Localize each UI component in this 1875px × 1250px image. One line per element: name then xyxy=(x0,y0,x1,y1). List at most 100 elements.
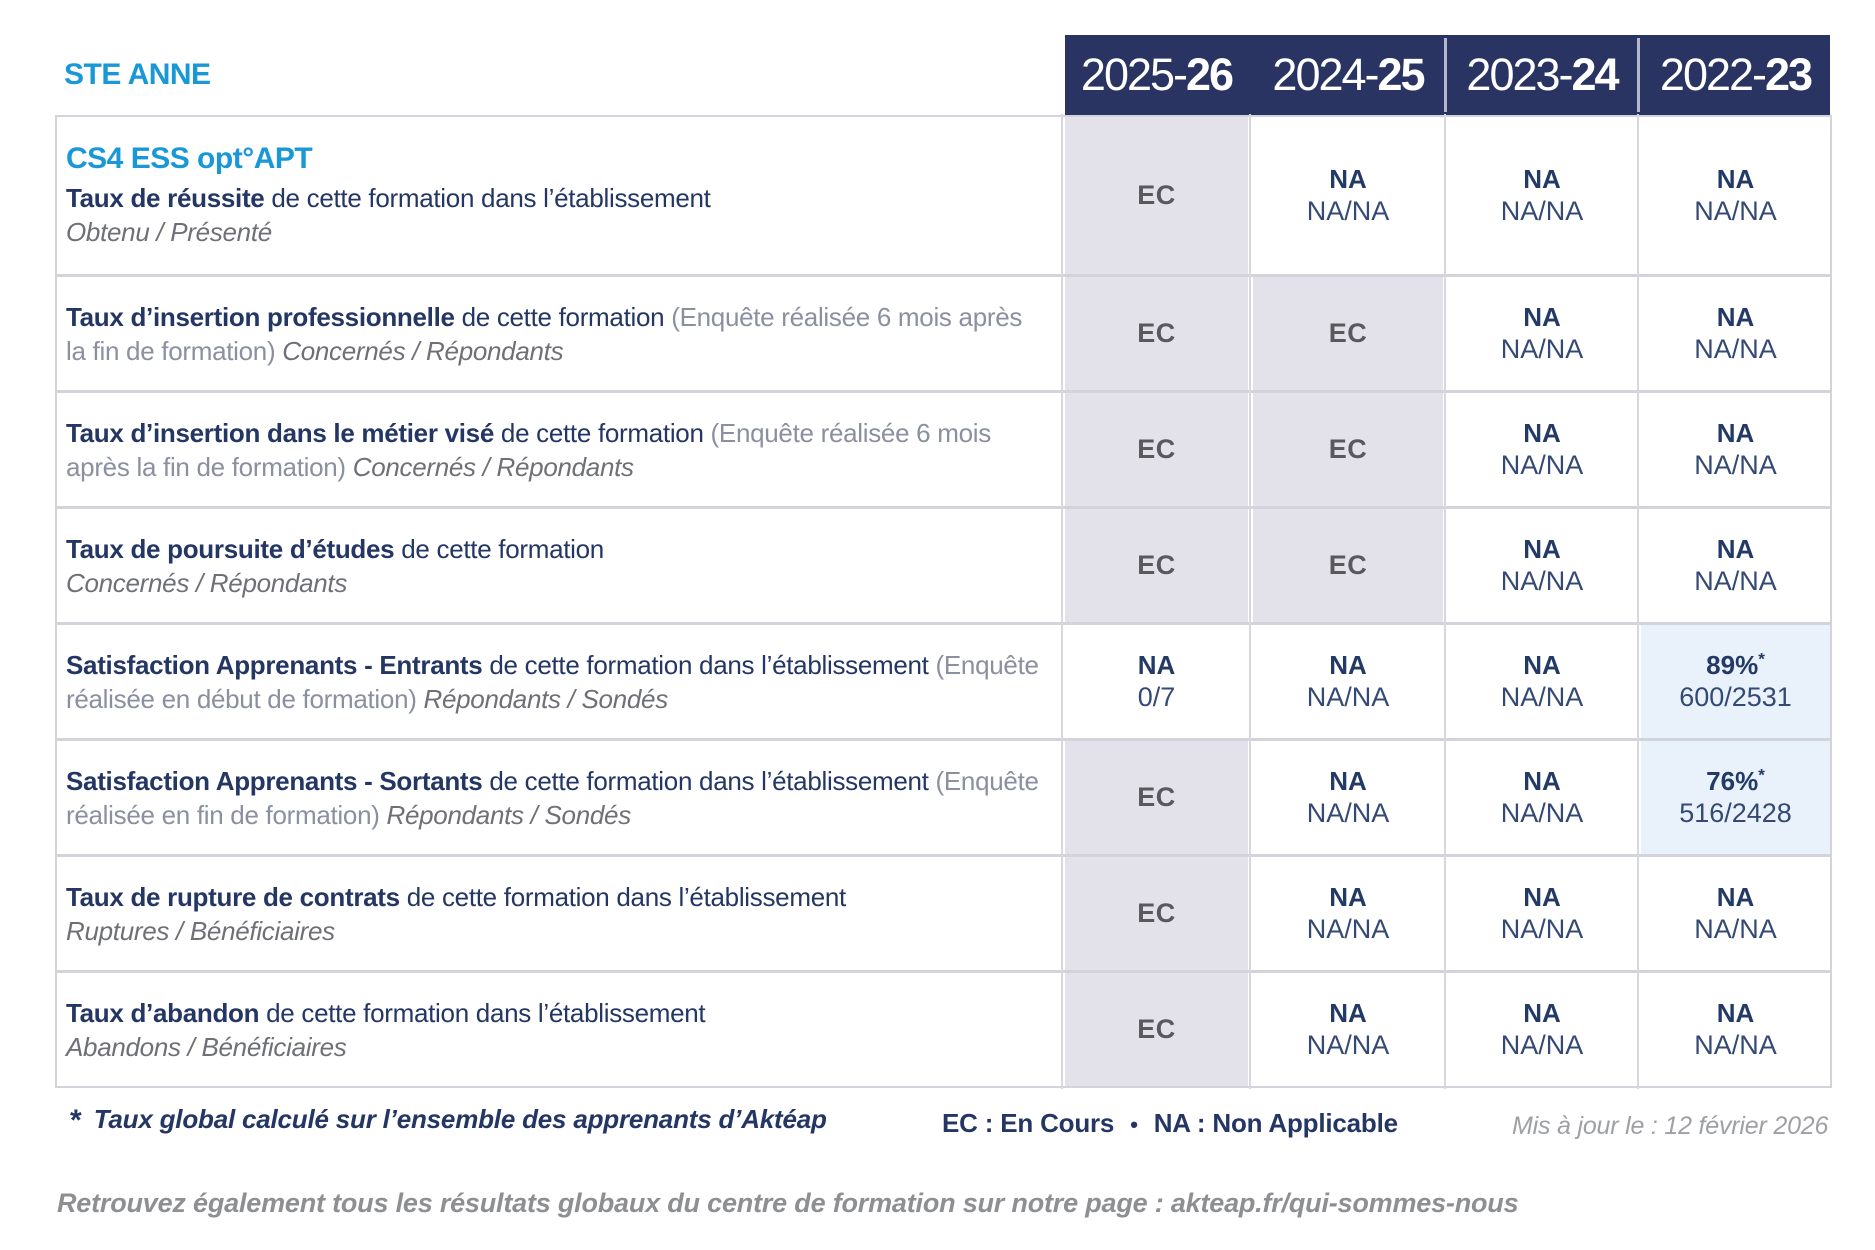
cell-ratio: 516/2428 xyxy=(1679,798,1792,828)
row-ratio-label: Ruptures / Bénéficiaires xyxy=(66,915,335,946)
cell-ratio: NA/NA xyxy=(1500,334,1584,364)
cell-ratio: 600/2531 xyxy=(1679,682,1792,712)
table-cell: NA NA/NA xyxy=(1444,506,1636,625)
table-cell: NA 0/7 xyxy=(1061,622,1248,741)
percentage-value: 89% xyxy=(1706,650,1759,680)
asterisk: * xyxy=(1758,765,1765,785)
cell-value: NA xyxy=(1523,998,1561,1028)
row-description: Taux d’insertion dans le métier visé de … xyxy=(66,416,1046,484)
indicators-table: CS4 ESS opt°APT Taux de réussite de cett… xyxy=(55,114,1832,1089)
row-note: (Enquête réalisée 6 mois après la fin de… xyxy=(66,301,1023,366)
cell-value: NA xyxy=(1329,998,1367,1028)
abbreviation-legend: EC : En Cours • NA : Non Applicable xyxy=(942,1108,1398,1139)
row-label: Taux d’abandon de cette formation dans l… xyxy=(57,973,1060,1086)
cell-value: EC xyxy=(1328,550,1368,580)
table-cell: EC xyxy=(1249,506,1443,625)
row-title: Taux d’abandon xyxy=(66,997,267,1028)
row-description: Taux d’insertion professionnelle de cett… xyxy=(66,300,1046,368)
table-cell: NA NA/NA xyxy=(1444,970,1636,1089)
cell-value: EC xyxy=(1137,434,1176,464)
table-cell: EC xyxy=(1249,274,1443,393)
year-prefix: 2022- xyxy=(1659,49,1767,100)
row-title: Taux de poursuite d’études xyxy=(66,533,402,564)
cell-ratio: NA/NA xyxy=(1500,196,1584,226)
table-cell: NA NA/NA xyxy=(1637,114,1830,277)
row-description: Taux de réussite de cette formation dans… xyxy=(66,181,1046,249)
table-row-abandon: Taux d’abandon de cette formation dans l… xyxy=(57,970,1830,1089)
year-prefix: 2023- xyxy=(1466,49,1573,100)
row-desc-text: de cette formation dans l’établissement xyxy=(266,997,706,1028)
row-title: Taux de réussite xyxy=(66,183,272,213)
row-label: Satisfaction Apprenants - Entrants de ce… xyxy=(57,625,1060,738)
year-column-2023-24: 2023- 24 xyxy=(1444,35,1636,115)
row-label: Taux de poursuite d’études de cette form… xyxy=(57,509,1060,622)
cell-ratio: NA/NA xyxy=(1694,334,1777,364)
legend-ec: EC : En Cours xyxy=(942,1108,1115,1138)
table-cell: NA NA/NA xyxy=(1444,390,1636,509)
row-title: Taux d’insertion dans le métier visé xyxy=(66,417,501,448)
table-row-satisfaction-sortants: Satisfaction Apprenants - Sortants de ce… xyxy=(57,738,1830,857)
cell-ratio: NA/NA xyxy=(1306,682,1390,712)
cell-value: EC xyxy=(1137,1014,1176,1044)
table-row-poursuite-etudes: Taux de poursuite d’études de cette form… xyxy=(57,506,1830,625)
cell-value: NA xyxy=(1716,164,1755,194)
cell-value: NA xyxy=(1523,418,1561,448)
row-label: Taux d’insertion dans le métier visé de … xyxy=(57,393,1060,506)
bullet-separator: • xyxy=(1130,1112,1138,1137)
cell-ratio: NA/NA xyxy=(1306,798,1390,828)
cell-ratio: NA/NA xyxy=(1500,1030,1584,1060)
cell-ratio: NA/NA xyxy=(1694,566,1777,596)
table-cell: EC xyxy=(1249,390,1443,509)
table-row-insertion-professionnelle: Taux d’insertion professionnelle de cett… xyxy=(57,274,1830,393)
table-cell: NA NA/NA xyxy=(1637,970,1830,1089)
year-suffix: 25 xyxy=(1377,49,1426,100)
table-cell: NA NA/NA xyxy=(1249,114,1443,277)
row-title: Satisfaction Apprenants - Sortants xyxy=(66,765,490,796)
table-cell: EC xyxy=(1061,114,1248,277)
cell-value: NA xyxy=(1523,882,1561,912)
row-ratio-label: Concernés / Répondants xyxy=(282,335,564,366)
course-title: CS4 ESS opt°APT xyxy=(66,142,313,175)
cell-value: NA xyxy=(1137,650,1176,680)
table-cell: NA NA/NA xyxy=(1444,738,1636,857)
cell-value: NA xyxy=(1523,766,1561,796)
year-suffix: 24 xyxy=(1571,49,1620,100)
cell-value: NA xyxy=(1716,998,1755,1028)
table-cell: 89%* 600/2531 xyxy=(1637,622,1830,741)
cell-value: NA xyxy=(1523,534,1561,564)
cell-value: NA xyxy=(1716,418,1755,448)
row-ratio-label: Répondants / Sondés xyxy=(423,683,669,714)
year-header: 2025- 26 2024- 25 2023- 24 2022- 23 xyxy=(1065,35,1830,115)
cell-value: EC xyxy=(1137,782,1176,812)
global-results-link-text: Retrouvez également tous les résultats g… xyxy=(57,1188,1519,1218)
cell-ratio: NA/NA xyxy=(1500,566,1584,596)
establishment-name: STE ANNE xyxy=(64,58,211,91)
table-row-rupture-contrats: Taux de rupture de contrats de cette for… xyxy=(57,854,1830,973)
row-note: (Enquête réalisée en fin de formation) xyxy=(66,765,1039,830)
table-cell: NA NA/NA xyxy=(1444,622,1636,741)
cell-ratio: NA/NA xyxy=(1500,914,1584,944)
cell-value: NA xyxy=(1523,650,1561,680)
row-desc-text: de cette formation dans l’établissement xyxy=(489,649,936,680)
row-description: Taux d’abandon de cette formation dans l… xyxy=(66,996,1046,1064)
table-cell: EC xyxy=(1061,274,1248,393)
row-description: Taux de poursuite d’études de cette form… xyxy=(66,532,1046,600)
table-cell: EC xyxy=(1061,390,1248,509)
cell-value: EC xyxy=(1137,318,1176,348)
table-cell: 76%* 516/2428 xyxy=(1637,738,1830,857)
row-desc-text: de cette formation dans l’établissement xyxy=(406,881,847,912)
cell-ratio: NA/NA xyxy=(1306,914,1390,944)
table-cell: NA NA/NA xyxy=(1444,274,1636,393)
row-label: Satisfaction Apprenants - Sortants de ce… xyxy=(57,741,1060,854)
cell-value: NA xyxy=(1329,650,1367,680)
asterisk: * xyxy=(70,1104,82,1137)
row-ratio-label: Répondants / Sondés xyxy=(386,799,632,830)
table-cell: EC xyxy=(1061,738,1248,857)
cell-ratio: NA/NA xyxy=(1500,682,1584,712)
cell-ratio: NA/NA xyxy=(1306,1030,1390,1060)
percentage-value: 76% xyxy=(1706,766,1759,796)
year-column-2022-23: 2022- 23 xyxy=(1637,35,1830,115)
cell-ratio: NA/NA xyxy=(1500,450,1584,480)
year-column-2024-25: 2024- 25 xyxy=(1253,35,1443,115)
table-cell: NA NA/NA xyxy=(1637,274,1830,393)
